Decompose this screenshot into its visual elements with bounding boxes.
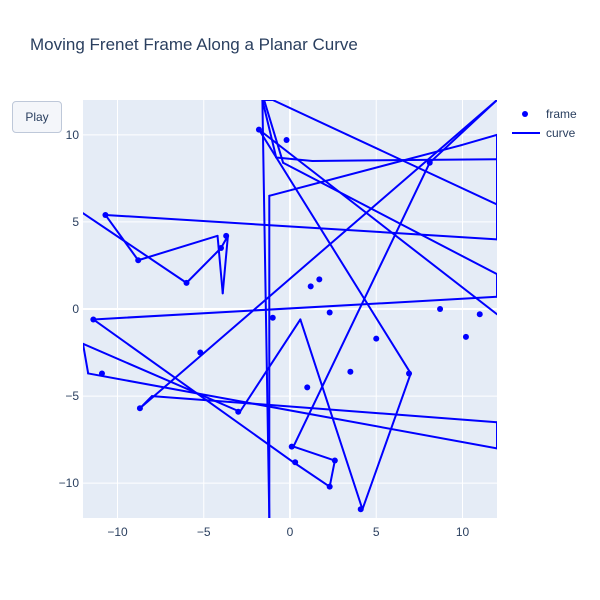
curve-segment — [282, 161, 497, 276]
curve-segment — [292, 161, 431, 448]
frame-point — [223, 232, 230, 239]
curve-segment — [263, 100, 285, 164]
curve-segment — [261, 100, 278, 159]
curve-segment — [257, 128, 497, 316]
curve-segment — [83, 212, 188, 284]
x-tick-label: −10 — [107, 525, 128, 539]
frame-point — [476, 311, 483, 318]
x-tick-label: −5 — [197, 525, 211, 539]
frame-point — [326, 483, 333, 490]
frame-point — [98, 370, 105, 377]
frame-point — [373, 335, 380, 342]
frame-point — [135, 257, 142, 264]
frame-point — [102, 211, 109, 218]
frame-point — [90, 316, 97, 323]
curve-segment — [257, 128, 412, 375]
frame-point — [255, 126, 262, 133]
frame-point — [357, 506, 364, 513]
frame-point — [426, 159, 433, 166]
frame-point — [462, 333, 469, 340]
frame-markers — [90, 126, 483, 513]
curve-segment — [328, 459, 336, 488]
frame-point — [437, 306, 444, 312]
frame-point — [136, 405, 143, 412]
frame-point — [331, 457, 338, 464]
frame-point — [347, 368, 354, 375]
frame-point — [288, 443, 295, 450]
frame-point — [316, 276, 323, 283]
curve-segment — [83, 342, 90, 375]
curve-segment — [185, 247, 222, 284]
curve-segment — [299, 318, 364, 511]
curve-segment — [104, 213, 140, 262]
curve-segment — [151, 395, 497, 424]
curve-segment — [238, 318, 302, 413]
frame-point — [304, 384, 311, 391]
legend[interactable]: frame curve — [512, 107, 577, 140]
y-axis-ticks: −10 −5 0 5 10 — [59, 128, 80, 490]
frame-point — [183, 279, 190, 286]
legend-frame-marker — [522, 111, 528, 117]
frame-point — [292, 459, 299, 466]
y-tick-label: 5 — [72, 215, 79, 229]
frame-point — [269, 314, 276, 321]
y-tick-label: −10 — [59, 476, 80, 490]
chart-title: Moving Frenet Frame Along a Planar Curve — [30, 35, 358, 54]
frame-point — [307, 283, 314, 290]
frame-point — [197, 349, 204, 356]
x-tick-label: 0 — [287, 525, 294, 539]
legend-frame-label[interactable]: frame — [546, 107, 577, 121]
y-tick-label: 0 — [72, 302, 79, 316]
x-tick-label: 5 — [373, 525, 380, 539]
curve-segment — [87, 372, 497, 450]
frame-point — [283, 137, 290, 144]
curve-segment — [92, 295, 497, 321]
frame-point — [326, 309, 333, 316]
curve-segment — [361, 372, 412, 511]
curve-segment — [271, 100, 497, 206]
play-button[interactable]: Play — [12, 101, 62, 133]
curve-segment — [138, 100, 497, 410]
curve-segment — [268, 144, 462, 197]
curve-segment — [459, 133, 497, 147]
legend-curve-label[interactable]: curve — [546, 126, 576, 140]
curve-segment — [137, 234, 219, 262]
curve-segment — [104, 213, 497, 241]
curve-segment — [221, 234, 229, 295]
curve-segments — [83, 100, 497, 518]
frame-point — [218, 245, 224, 252]
curve-segment — [292, 461, 331, 488]
frame-point — [235, 408, 242, 415]
curve-segment — [311, 158, 497, 162]
curve-segment — [83, 342, 241, 413]
y-tick-label: 10 — [66, 128, 80, 142]
x-axis-ticks: −10 −5 0 5 10 — [107, 525, 469, 539]
x-tick-label: 10 — [456, 525, 470, 539]
curve-segment — [292, 445, 336, 462]
y-tick-label: −5 — [65, 389, 79, 403]
curve-segment — [216, 234, 224, 295]
frame-point — [406, 370, 413, 377]
